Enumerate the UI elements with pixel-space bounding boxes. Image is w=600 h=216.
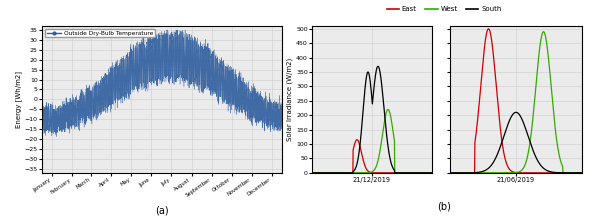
Legend: East, West, South: East, West, South (384, 3, 504, 15)
Text: (a): (a) (155, 206, 169, 216)
Text: (b): (b) (437, 202, 451, 211)
Y-axis label: Energy [Wh/m2]: Energy [Wh/m2] (15, 71, 22, 128)
Y-axis label: Solar Irradiance (W/m2): Solar Irradiance (W/m2) (287, 58, 293, 141)
Legend: Outside Dry-Bulb Temperature: Outside Dry-Bulb Temperature (45, 29, 155, 37)
